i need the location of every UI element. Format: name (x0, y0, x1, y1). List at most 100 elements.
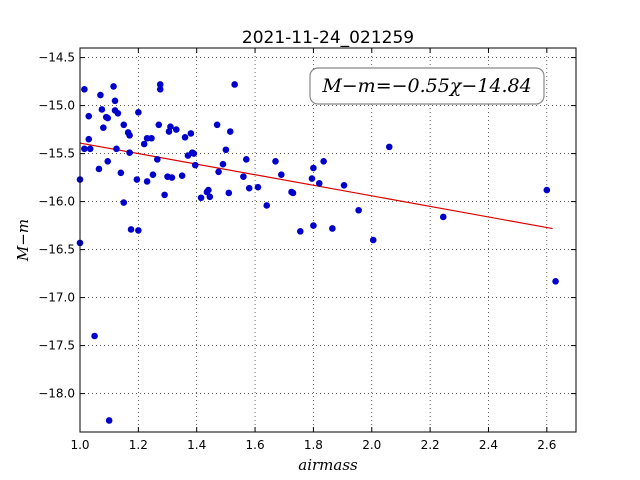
data-point (81, 85, 88, 93)
y-tick-label: −18.0 (38, 387, 75, 401)
x-tick-label: 2.0 (362, 438, 381, 452)
plot-frame (79, 47, 577, 433)
data-point (197, 194, 205, 202)
x-tick-label: 1.4 (187, 438, 206, 452)
data-point (104, 157, 112, 165)
data-point (110, 83, 117, 90)
data-point (140, 140, 148, 148)
data-point (154, 156, 161, 163)
data-point (231, 81, 238, 88)
y-tick-label: −15.0 (38, 99, 75, 113)
data-point (181, 133, 189, 141)
fit-equation: M−m=−0.55χ−14.84 (321, 75, 531, 97)
data-point (206, 193, 214, 201)
x-tick-label: 2.2 (421, 438, 440, 452)
data-point (315, 180, 323, 187)
y-tick-label: −15.5 (38, 147, 75, 161)
x-axis-label: airmass (298, 456, 358, 474)
data-point (135, 109, 142, 116)
data-point (226, 128, 234, 135)
annotation-box (309, 67, 545, 105)
data-point (552, 277, 559, 285)
y-tick-label: −16.0 (38, 195, 75, 209)
data-point (155, 121, 163, 129)
data-point (111, 97, 119, 105)
data-point (205, 186, 212, 194)
data-point (148, 134, 155, 142)
data-point (187, 130, 195, 137)
data-point (161, 191, 168, 199)
fit-annotation: M−m=−0.55χ−14.84 (309, 67, 545, 105)
data-point (100, 124, 107, 131)
data-point (105, 417, 113, 424)
data-point (225, 189, 233, 197)
data-point (172, 126, 180, 133)
data-point (213, 121, 221, 129)
data-point (320, 157, 327, 165)
x-tick-label: 1.2 (129, 438, 148, 452)
axis-ticks: 1.0 1.2 1.4 1.6 1.8 2.0 2.2 2.4 2.6 −14.5 −15.0 −15… (38, 48, 576, 452)
x-tick-label: 2.4 (479, 438, 498, 452)
data-point (215, 168, 222, 176)
data-point (310, 164, 317, 172)
x-tick-label: 1.0 (70, 438, 89, 452)
data-point (114, 109, 122, 117)
data-point (178, 172, 186, 179)
x-tick-label: 2.6 (537, 438, 556, 452)
data-point (340, 181, 348, 189)
data-point (240, 173, 247, 180)
data-point (127, 226, 135, 233)
data-point (81, 145, 88, 153)
data-point (222, 146, 230, 154)
y-tick-label: −17.0 (38, 291, 75, 305)
data-point (85, 112, 93, 120)
y-axis-label: M−m (14, 219, 32, 262)
data-point (126, 149, 133, 156)
data-point (167, 123, 174, 131)
fit-line (79, 142, 553, 230)
data-point (254, 183, 262, 191)
data-point (91, 332, 98, 340)
data-point (104, 114, 112, 122)
data-point (278, 171, 285, 179)
data-point (86, 145, 94, 153)
data-point (98, 106, 106, 113)
data-point (439, 213, 447, 221)
data-point (97, 91, 104, 99)
data-point (243, 156, 250, 163)
data-points (76, 81, 559, 424)
data-point (135, 227, 142, 234)
x-tick-label: 1.8 (304, 438, 323, 452)
data-point (191, 161, 199, 169)
data-point (308, 175, 316, 182)
data-point (156, 81, 164, 88)
data-point (95, 165, 103, 173)
y-tick-label: −17.5 (38, 339, 75, 353)
chart-title: 2021-11-24_021259 (242, 28, 414, 48)
data-point (168, 174, 176, 181)
data-point (85, 135, 93, 143)
data-point (355, 206, 362, 214)
x-tick-label: 1.6 (246, 438, 265, 452)
data-point (329, 225, 336, 232)
data-point (310, 222, 317, 229)
data-point (143, 178, 151, 185)
data-point (543, 186, 551, 194)
data-point (120, 121, 128, 129)
data-point (190, 150, 198, 157)
data-point (289, 189, 297, 197)
data-point (272, 157, 279, 165)
data-point (219, 160, 227, 168)
data-point (156, 85, 164, 93)
grid (80, 48, 576, 432)
data-point (385, 143, 393, 151)
data-point (117, 169, 125, 177)
data-point (133, 176, 141, 183)
data-point (245, 184, 253, 192)
y-tick-label: −16.5 (38, 243, 75, 257)
data-point (126, 132, 133, 139)
y-tick-label: −14.5 (38, 51, 75, 65)
fit-line-layer (79, 142, 553, 230)
data-point (113, 145, 120, 153)
